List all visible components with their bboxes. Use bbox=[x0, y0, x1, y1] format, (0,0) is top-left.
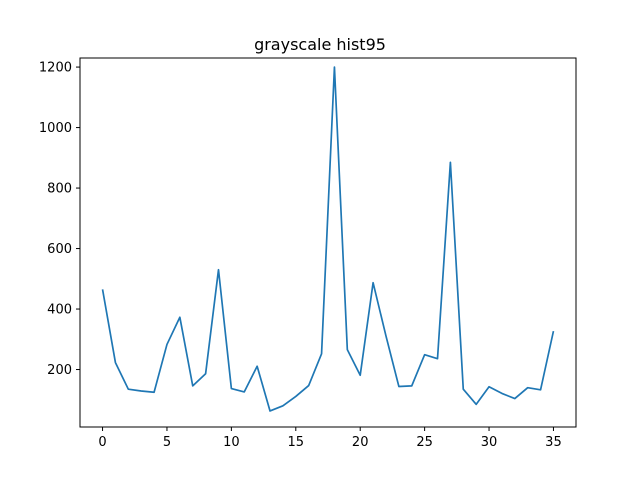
chart-title: grayscale hist95 bbox=[254, 35, 386, 54]
x-tick-label: 25 bbox=[416, 435, 433, 450]
series-line-0 bbox=[101, 66, 555, 412]
x-tick-label: 35 bbox=[545, 435, 562, 450]
y-tick-label: 400 bbox=[47, 303, 72, 318]
plot-area bbox=[101, 66, 555, 412]
y-tick-label: 200 bbox=[47, 363, 72, 378]
y-tick-label: 1200 bbox=[39, 61, 72, 76]
y-tick-label: 1000 bbox=[39, 121, 72, 136]
x-tick-label: 0 bbox=[98, 435, 106, 450]
y-tick-label: 800 bbox=[47, 182, 72, 197]
x-tick-label: 10 bbox=[223, 435, 240, 450]
x-tick-label: 5 bbox=[163, 435, 171, 450]
axes-frame bbox=[79, 57, 577, 428]
x-tick-label: 20 bbox=[352, 435, 369, 450]
axis-ticks: 0 5 10 15 20 25 30 35 200 400 600 800 1000 1200 bbox=[39, 61, 562, 450]
y-tick-label: 600 bbox=[47, 242, 72, 257]
x-tick-label: 15 bbox=[288, 435, 305, 450]
x-tick-label: 30 bbox=[481, 435, 498, 450]
